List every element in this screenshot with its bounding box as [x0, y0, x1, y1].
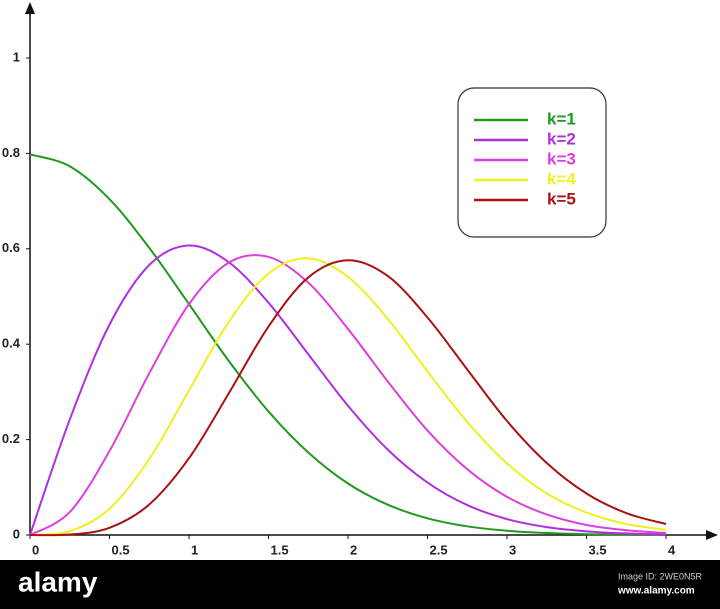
x-tick-label: 4 — [668, 542, 676, 557]
y-tick-label: 0.6 — [2, 240, 20, 255]
y-tick-label: 0.2 — [2, 431, 20, 446]
line-series — [29, 259, 667, 537]
line-series — [29, 153, 667, 536]
y-tick-label: 1 — [13, 49, 20, 64]
y-tick-label: 0.8 — [2, 145, 20, 160]
line-series — [29, 244, 667, 536]
x-axis-arrow — [706, 530, 718, 540]
watermark-bar — [0, 560, 720, 609]
legend-label: k=5 — [547, 189, 576, 208]
x-tick-label: 2 — [350, 542, 357, 557]
y-tick-label: 0 — [13, 526, 20, 541]
legend-label: k=4 — [547, 169, 576, 188]
x-tick-label: 0.5 — [112, 542, 130, 557]
x-tick-label: 1 — [191, 542, 198, 557]
x-tick-label: 3 — [509, 542, 516, 557]
watermark-site: www.alamy.com — [617, 586, 695, 597]
legend-label: k=2 — [547, 129, 576, 148]
x-tick-label: 2.5 — [430, 542, 448, 557]
x-tick-label: 3.5 — [589, 542, 607, 557]
x-tick-label: 1.5 — [271, 542, 289, 557]
watermark-brand: alamy — [18, 566, 98, 597]
watermark-id: Image ID: 2WE0N5R — [618, 571, 703, 581]
line-series — [29, 254, 667, 536]
legend-box — [457, 87, 607, 238]
x-tick-label: 0 — [32, 542, 39, 557]
legend-label: k=3 — [547, 149, 576, 168]
line-series — [29, 257, 667, 536]
y-tick-label: 0.4 — [2, 336, 21, 351]
legend-label: k=1 — [547, 109, 576, 128]
y-axis-arrow — [25, 2, 35, 14]
